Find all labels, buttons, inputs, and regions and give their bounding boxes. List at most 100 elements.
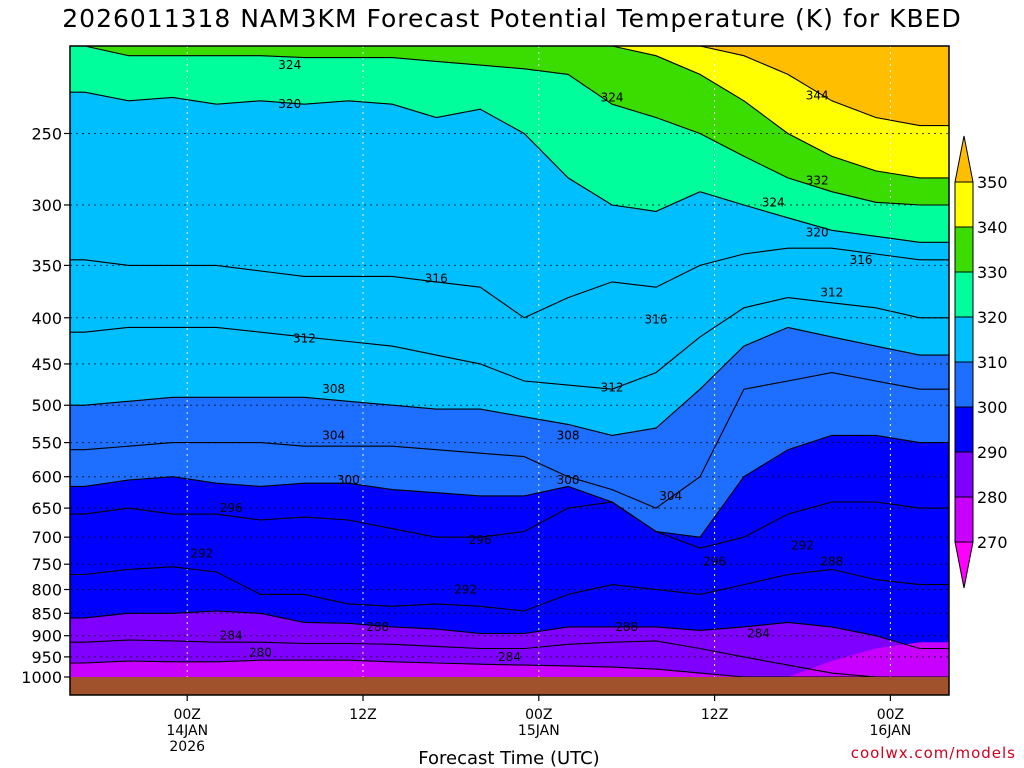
y-tick-label-800: 800 bbox=[31, 581, 62, 600]
contour-label-292: 292 bbox=[791, 538, 814, 552]
y-tick-label-600: 600 bbox=[31, 468, 62, 487]
x-tick-label-24-1: 15JAN bbox=[518, 723, 560, 739]
band-below-280 bbox=[70, 660, 949, 677]
isentrope-320 bbox=[70, 91, 949, 243]
contour-label-308: 308 bbox=[557, 428, 580, 442]
colorbar-swatch-7 bbox=[954, 226, 974, 273]
credit-text: coolwx.com/models bbox=[850, 744, 1016, 762]
x-tick-label-36-0: 12Z bbox=[701, 707, 728, 723]
contour-label-324: 324 bbox=[278, 58, 301, 72]
colorbar-label-300: 300 bbox=[977, 398, 1008, 417]
contour-label-312: 312 bbox=[293, 332, 316, 346]
y-tick-label-450: 450 bbox=[31, 355, 62, 374]
contour-label-300: 300 bbox=[337, 473, 360, 487]
contour-label-284: 284 bbox=[220, 629, 243, 643]
contour-label-296: 296 bbox=[220, 501, 243, 515]
contour-label-324: 324 bbox=[601, 90, 624, 104]
filled-contour-layer bbox=[70, 46, 949, 677]
colorbar-swatch-8 bbox=[954, 181, 974, 228]
contour-label-316: 316 bbox=[425, 272, 448, 286]
x-tick-label-48-1: 16JAN bbox=[870, 723, 912, 739]
x-tick-label-12-0: 12Z bbox=[349, 707, 376, 723]
contour-label-288: 288 bbox=[366, 620, 389, 634]
isentrope-284 bbox=[70, 639, 949, 678]
colorbar-swatch-1 bbox=[954, 496, 974, 543]
x-tick-label-48-0: 00Z bbox=[877, 707, 904, 723]
y-tick-label-1000: 1000 bbox=[21, 668, 62, 687]
contour-label-296: 296 bbox=[469, 533, 492, 547]
contour-label-304: 304 bbox=[322, 428, 345, 442]
contour-label-300: 300 bbox=[557, 473, 580, 487]
colorbar-top-arrow bbox=[954, 135, 974, 183]
isentrope-296 bbox=[70, 501, 949, 549]
contour-label-320: 320 bbox=[806, 226, 829, 240]
contour-label-288: 288 bbox=[820, 555, 843, 569]
colorbar: 270 280 290 300 310 320 330 340 350 bbox=[954, 135, 1008, 589]
contour-label-288: 288 bbox=[615, 620, 638, 634]
x-tick-label-0-1: 14JAN bbox=[166, 723, 208, 739]
y-tick-label-400: 400 bbox=[31, 309, 62, 328]
grid-layer bbox=[70, 46, 949, 677]
colorbar-swatch-2 bbox=[954, 451, 974, 498]
contour-label-316: 316 bbox=[645, 313, 668, 327]
colorbar-bottom-arrow bbox=[954, 541, 974, 589]
y-tick-label-650: 650 bbox=[31, 499, 62, 518]
contour-label-296: 296 bbox=[703, 555, 726, 569]
y-tick-label-700: 700 bbox=[31, 528, 62, 547]
colorbar-label-350: 350 bbox=[977, 173, 1008, 192]
isentrope-308 bbox=[70, 326, 949, 436]
chart-title: 2026011318 NAM3KM Forecast Potential Tem… bbox=[62, 4, 962, 33]
isentrope-300 bbox=[70, 434, 949, 538]
colorbar-label-280: 280 bbox=[977, 488, 1008, 507]
x-axis-label: Forecast Time (UTC) bbox=[418, 748, 599, 768]
y-tick-label-900: 900 bbox=[31, 627, 62, 646]
y-tick-label-850: 850 bbox=[31, 604, 62, 623]
x-tick-label-0-0: 00Z bbox=[173, 707, 200, 723]
colorbar-swatch-6 bbox=[954, 271, 974, 318]
contour-label-284: 284 bbox=[747, 627, 770, 641]
contour-label-324: 324 bbox=[762, 195, 785, 209]
ground-strip bbox=[70, 677, 949, 695]
isentrope-304 bbox=[70, 372, 949, 509]
plot-frame bbox=[69, 45, 950, 696]
contour-label-312: 312 bbox=[601, 381, 624, 395]
colorbar-swatch-5 bbox=[954, 316, 974, 363]
isentrope-324 bbox=[70, 45, 949, 206]
x-tick-label-24-0: 00Z bbox=[525, 707, 552, 723]
y-tick-label-950: 950 bbox=[31, 648, 62, 667]
band-surface bbox=[70, 642, 949, 677]
contour-label-332: 332 bbox=[806, 174, 829, 188]
contour-label-320: 320 bbox=[278, 97, 301, 111]
contour-label-312: 312 bbox=[820, 285, 843, 299]
isentrope-288 bbox=[70, 610, 949, 650]
colorbar-label-340: 340 bbox=[977, 218, 1008, 237]
y-tick-label-500: 500 bbox=[31, 396, 62, 415]
colorbar-label-320: 320 bbox=[977, 308, 1008, 327]
colorbar-label-330: 330 bbox=[977, 263, 1008, 282]
contour-label-280: 280 bbox=[249, 646, 272, 660]
contour-label-292: 292 bbox=[190, 547, 213, 561]
colorbar-label-270: 270 bbox=[977, 533, 1008, 552]
y-tick-label-350: 350 bbox=[31, 256, 62, 275]
isentrope-292 bbox=[70, 566, 949, 612]
contour-label-344: 344 bbox=[806, 89, 829, 103]
y-tick-label-750: 750 bbox=[31, 555, 62, 574]
isentrope-312 bbox=[70, 297, 949, 390]
contour-label-292: 292 bbox=[454, 583, 477, 597]
colorbar-label-290: 290 bbox=[977, 443, 1008, 462]
contour-label-316: 316 bbox=[850, 253, 873, 267]
isentrope-316 bbox=[70, 247, 949, 319]
contour-label-284: 284 bbox=[498, 650, 521, 664]
colorbar-label-310: 310 bbox=[977, 353, 1008, 372]
colorbar-swatch-4 bbox=[954, 361, 974, 408]
y-tick-label-250: 250 bbox=[31, 124, 62, 143]
y-tick-label-300: 300 bbox=[31, 196, 62, 215]
contour-label-304: 304 bbox=[659, 489, 682, 503]
y-axis: 250 300 350 400 450 500 550 600 650 700 750 800 850 9… bbox=[21, 124, 70, 687]
contour-label-layer: 324 320 324 344 332 324 320 316 316 312 316 312 312 3… bbox=[190, 58, 872, 664]
y-tick-label-550: 550 bbox=[31, 434, 62, 453]
contour-label-308: 308 bbox=[322, 382, 345, 396]
x-tick-label-0-2: 2026 bbox=[169, 739, 205, 755]
